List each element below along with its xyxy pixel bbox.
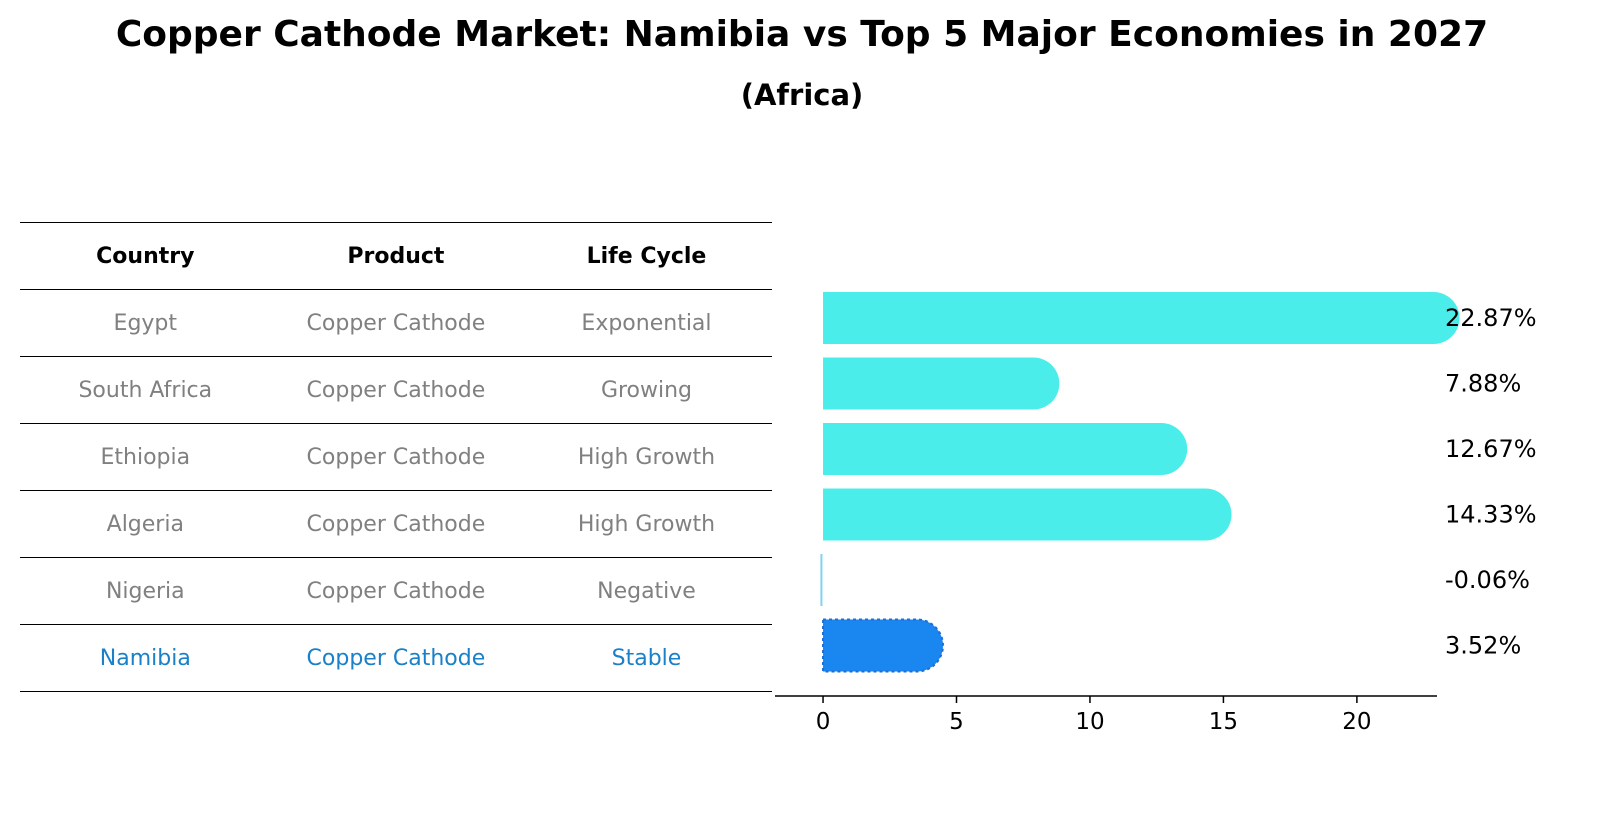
bar-algeria [823,488,1232,541]
header-life-cycle: Life Cycle [586,243,707,269]
cell-country: Algeria [106,511,184,537]
cell-life-cycle: Negative [597,578,696,604]
cell-life-cycle: Exponential [581,310,712,336]
bar-chart: 22.87% 7.88% 12.67% 14.33% -0.06% 3.52% 0 5 10 15… [775,292,1537,735]
cell-product: Copper Cathode [306,645,486,671]
x-tick-label: 10 [1075,709,1104,735]
bar-nigeria [820,554,823,606]
cell-country: Egypt [113,310,178,336]
cell-product: Copper Cathode [306,377,486,403]
bar-namibia [822,618,944,673]
value-label: 12.67% [1445,435,1537,463]
value-label: 7.88% [1445,370,1521,398]
market-table: Country Product Life Cycle Egypt Copper … [20,222,772,692]
value-label: 3.52% [1445,632,1521,660]
value-label: 22.87% [1445,304,1537,332]
x-tick-label: 15 [1209,709,1238,735]
table-row: Algeria Copper Cathode High Growth [20,491,772,558]
cell-country: South Africa [78,377,213,403]
table-row: Nigeria Copper Cathode Negative [20,558,772,625]
cell-country: Nigeria [105,578,185,604]
header-country: Country [96,243,195,269]
bar-south-africa [823,357,1060,410]
cell-life-cycle: Stable [611,645,682,671]
cell-life-cycle: Growing [600,377,693,403]
cell-product: Copper Cathode [306,578,486,604]
table-row: South Africa Copper Cathode Growing [20,357,772,424]
cell-product: Copper Cathode [306,310,486,336]
table-row-highlighted: Namibia Copper Cathode Stable [20,625,772,692]
value-label: 14.33% [1445,501,1537,529]
cell-life-cycle: High Growth [577,444,716,470]
chart-title: Copper Cathode Market: Namibia vs Top 5 … [115,14,1489,55]
bar-ethiopia [823,423,1188,475]
table-row: Egypt Copper Cathode Exponential [20,290,772,357]
x-tick-label: 0 [816,709,831,735]
header-product: Product [347,243,445,269]
x-tick-label: 5 [949,709,964,735]
cell-country: Namibia [99,645,191,671]
bar-egypt [823,292,1460,344]
cell-country: Ethiopia [100,444,191,470]
value-label: -0.06% [1445,566,1530,594]
cell-product: Copper Cathode [306,444,486,470]
chart-subtitle: (Africa) [740,78,864,112]
cell-product: Copper Cathode [306,511,486,537]
x-tick-label: 20 [1342,709,1371,735]
table-header-row: Country Product Life Cycle [20,223,772,290]
table-row: Ethiopia Copper Cathode High Growth [20,424,772,491]
cell-life-cycle: High Growth [577,511,716,537]
